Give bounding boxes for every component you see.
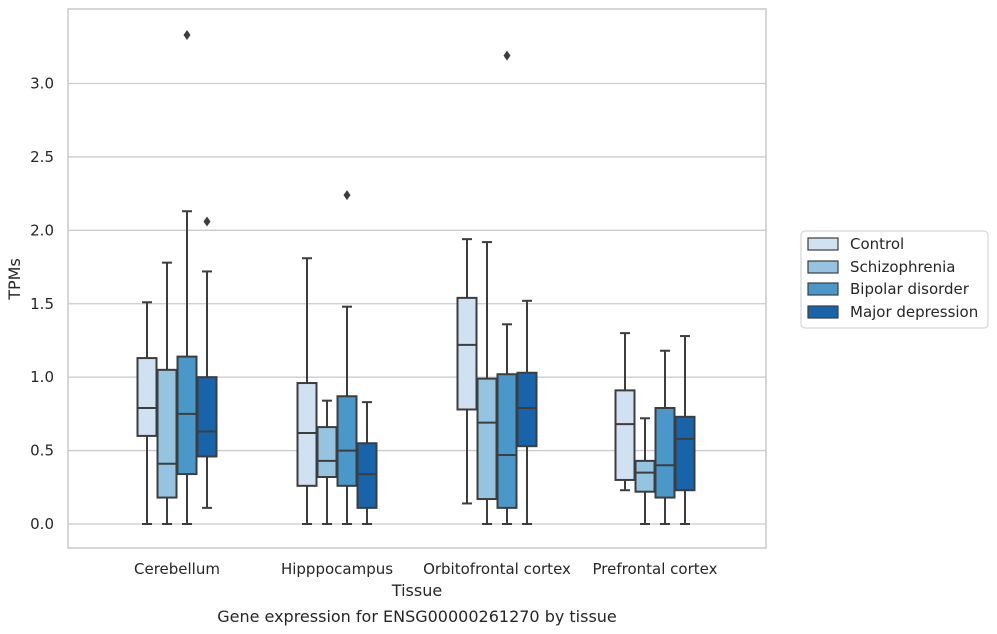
box-major-depression-1 xyxy=(356,401,378,525)
box-control-2 xyxy=(456,238,478,505)
legend-label: Control xyxy=(850,235,904,253)
box-body xyxy=(196,376,218,458)
x-tick-label: Orbitofrontal cortex xyxy=(423,560,571,578)
y-tick-label: 1.0 xyxy=(30,368,54,386)
y-axis-label: TPMs xyxy=(5,258,24,301)
outlier-point xyxy=(183,30,191,41)
legend-item-schizophrenia: Schizophrenia xyxy=(807,258,955,276)
outlier-point xyxy=(343,190,351,201)
box-body xyxy=(614,389,636,481)
box-body xyxy=(336,395,358,487)
box-body xyxy=(476,377,498,501)
box-body xyxy=(296,382,318,487)
boxes xyxy=(136,30,696,525)
legend-item-major-depression: Major depression xyxy=(807,303,978,321)
box-schizophrenia-2 xyxy=(476,241,498,525)
legend: Control Schizophrenia Bipolar disorder Majo… xyxy=(800,230,989,329)
box-control-0 xyxy=(136,301,158,525)
box-body xyxy=(356,442,378,509)
y-tick-label: 3.0 xyxy=(30,75,54,93)
box-body xyxy=(654,407,676,499)
outlier-point xyxy=(503,50,511,61)
legend-item-bipolar-disorder: Bipolar disorder xyxy=(807,280,970,298)
legend-swatch xyxy=(807,305,839,319)
box-control-3 xyxy=(614,332,636,492)
box-body xyxy=(316,426,338,479)
y-tick-label: 0.0 xyxy=(30,515,54,533)
box-bipolar-disorder-1 xyxy=(336,190,358,525)
box-major-depression-0 xyxy=(196,216,218,509)
outlier-point xyxy=(203,216,211,227)
box-body xyxy=(674,415,696,492)
y-tick-label: 2.0 xyxy=(30,221,54,239)
legend-label: Schizophrenia xyxy=(850,258,955,276)
legend-frame xyxy=(800,230,989,329)
y-tick-labels: 0.0 0.5 1.0 1.5 2.0 2.5 3.0 xyxy=(30,75,54,534)
box-body xyxy=(516,371,538,448)
box-schizophrenia-3 xyxy=(634,417,656,525)
box-schizophrenia-1 xyxy=(316,399,338,525)
y-tick-label: 2.5 xyxy=(30,148,54,166)
box-major-depression-3 xyxy=(674,335,696,525)
y-tick-label: 0.5 xyxy=(30,442,54,460)
box-body xyxy=(176,355,198,476)
legend-item-control: Control xyxy=(807,235,904,253)
legend-label: Major depression xyxy=(850,303,978,321)
box-control-1 xyxy=(296,257,318,525)
box-body xyxy=(634,459,656,493)
box-body xyxy=(456,296,478,411)
x-tick-label: Cerebellum xyxy=(134,560,220,578)
box-body xyxy=(496,373,518,509)
x-tick-labels: Cerebellum Hipppocampus Orbitofrontal cort… xyxy=(134,560,718,578)
x-axis-label: Tissue xyxy=(391,581,442,600)
box-bipolar-disorder-0 xyxy=(176,30,198,525)
box-body xyxy=(136,357,158,437)
legend-swatch xyxy=(807,282,839,296)
legend-label: Bipolar disorder xyxy=(850,280,970,298)
x-tick-label: Hipppocampus xyxy=(281,560,393,578)
x-tick-label: Prefrontal cortex xyxy=(593,560,718,578)
box-schizophrenia-0 xyxy=(156,261,178,525)
legend-swatch xyxy=(807,260,839,274)
box-body xyxy=(156,368,178,499)
chart-caption: Gene expression for ENSG00000261270 by t… xyxy=(217,607,617,626)
box-bipolar-disorder-2 xyxy=(496,50,518,525)
legend-swatch xyxy=(807,237,839,251)
box-major-depression-2 xyxy=(516,299,538,525)
y-tick-label: 1.5 xyxy=(30,295,54,313)
plot-frame xyxy=(67,8,767,549)
